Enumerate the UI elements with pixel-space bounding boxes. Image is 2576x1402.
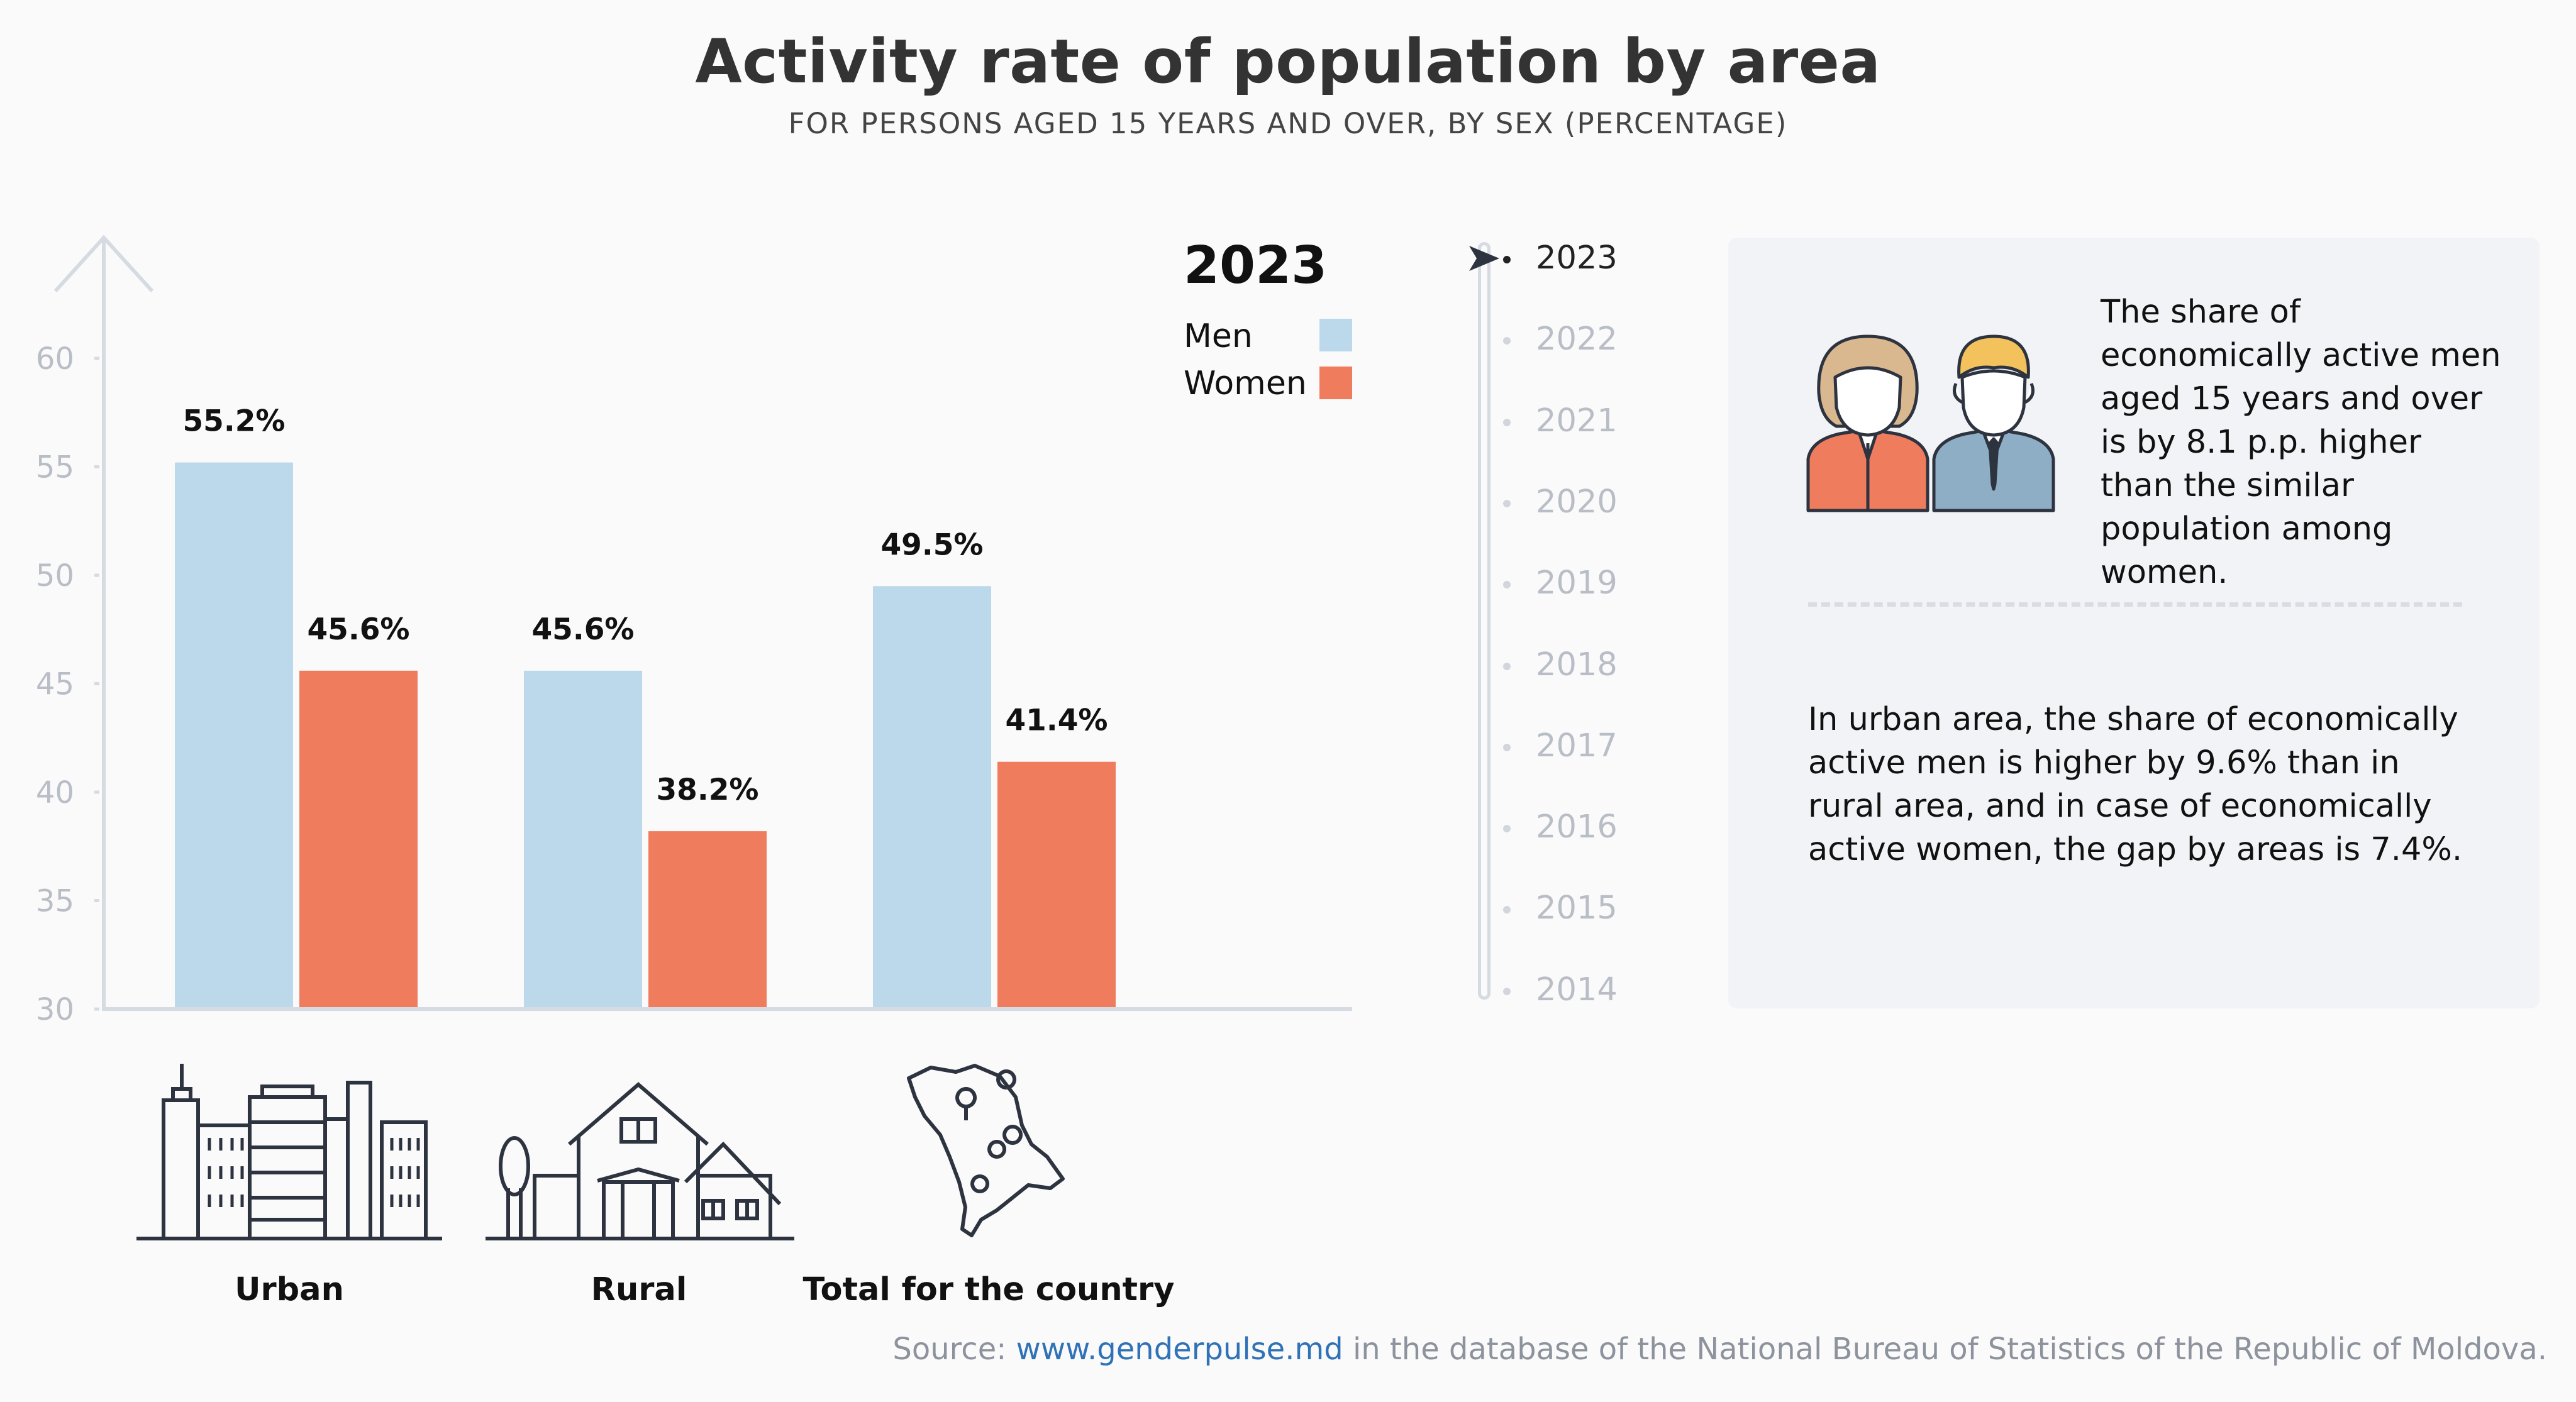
timeline-year-2020[interactable]: 2020 [1503, 483, 1618, 521]
y-axis-arrow [53, 235, 154, 293]
bar-value-label: 38.2% [656, 773, 758, 807]
timeline-year-label: 2017 [1536, 727, 1618, 764]
timeline-year-label: 2020 [1536, 483, 1618, 521]
timeline-year-label: 2015 [1536, 890, 1618, 927]
chart-title: Activity rate of population by area [695, 26, 1881, 97]
legend-year: 2023 [1184, 236, 1328, 295]
timeline-pointer-icon[interactable] [1465, 241, 1501, 276]
bar-value-label: 45.6% [531, 612, 634, 647]
bar-chart: 30 35 40 45 50 55 60 55.2% 45.6% 45.6% 38.2% 49.5%… [36, 235, 1352, 1027]
rural-house-icon [486, 1082, 794, 1240]
timeline-year-2015[interactable]: 2015 [1503, 890, 1618, 927]
timeline-dot [1503, 256, 1511, 263]
bar-value-label: 55.2% [182, 404, 285, 439]
chart-axes [53, 235, 1352, 1011]
panel-note-area-gap: In urban area, the share of economically… [1808, 701, 2463, 868]
y-tick-label: 45 [36, 667, 74, 702]
legend-women: Women [1184, 365, 1307, 402]
y-tick-label: 35 [36, 884, 74, 919]
category-label-rural: Rural [591, 1271, 687, 1308]
bar-women[interactable] [648, 831, 767, 1007]
y-tick-label: 30 [36, 992, 74, 1027]
timeline-track[interactable] [1478, 242, 1491, 1000]
timeline-dot [1503, 744, 1511, 751]
timeline-year-label: 2019 [1536, 565, 1618, 602]
timeline-year-label: 2018 [1536, 646, 1618, 683]
legend-men: Men [1184, 317, 1253, 355]
timeline-year-2022[interactable]: 2022 [1503, 321, 1618, 358]
timeline-year-2019[interactable]: 2019 [1503, 565, 1618, 602]
timeline-year-label: 2023 [1536, 240, 1618, 277]
timeline-year-label: 2014 [1536, 971, 1618, 1008]
moldova-map-icon [907, 1064, 1065, 1237]
man-and-woman-icon [1806, 334, 2055, 512]
timeline-dot [1503, 581, 1511, 588]
source-link[interactable]: www.genderpulse.md [1016, 1332, 1343, 1367]
timeline-year-2017[interactable]: 2017 [1503, 727, 1618, 765]
panel-note-gender-gap: The share of economically active men age… [2101, 294, 2501, 591]
timeline-dot [1503, 419, 1511, 426]
bar-men[interactable] [524, 670, 642, 1007]
legend-women-swatch [1319, 367, 1352, 399]
y-tick-label: 60 [36, 341, 74, 377]
timeline-dot [1503, 500, 1511, 507]
legend-women-label: Women [1184, 365, 1307, 402]
timeline-year-2021[interactable]: 2021 [1503, 402, 1618, 440]
timeline-dot [1503, 988, 1511, 995]
source-prefix: Source: [892, 1332, 1016, 1367]
y-tick-label: 50 [36, 558, 74, 593]
y-tick-label: 55 [36, 450, 74, 485]
bar-value-label: 41.4% [1005, 704, 1108, 738]
legend-men-swatch [1319, 319, 1352, 351]
category-label-total: Total for the country [802, 1271, 1175, 1308]
timeline-year-2014[interactable]: 2014 [1503, 971, 1618, 1009]
bar-men[interactable] [175, 462, 293, 1007]
bar-women[interactable] [997, 761, 1116, 1007]
timeline-dot [1503, 825, 1511, 832]
bar-value-label: 45.6% [307, 612, 409, 647]
timeline-dot [1503, 337, 1511, 345]
category-label-urban: Urban [235, 1271, 344, 1308]
timeline-dot [1503, 663, 1511, 670]
source-line: Source: www.genderpulse.md in the databa… [892, 1332, 2547, 1367]
legend-men-label: Men [1184, 317, 1253, 355]
timeline-year-label: 2022 [1536, 321, 1618, 358]
y-tick-label: 40 [36, 775, 74, 810]
timeline-year-2023[interactable]: 2023 [1503, 240, 1618, 277]
timeline-dot [1503, 906, 1511, 914]
timeline-year-label: 2021 [1536, 402, 1618, 439]
city-buildings-icon [136, 1064, 442, 1240]
bar-value-label: 49.5% [880, 527, 983, 562]
bar-women[interactable] [299, 670, 418, 1007]
source-suffix: in the database of the National Bureau o… [1343, 1332, 2547, 1367]
timeline-year-label: 2016 [1536, 809, 1618, 846]
chart-subtitle: FOR PERSONS AGED 15 YEARS AND OVER, BY S… [788, 107, 1788, 140]
timeline-year-2016[interactable]: 2016 [1503, 809, 1618, 846]
timeline-year-2018[interactable]: 2018 [1503, 646, 1618, 684]
panel-divider [1808, 602, 2462, 607]
bar-men[interactable] [873, 586, 991, 1007]
